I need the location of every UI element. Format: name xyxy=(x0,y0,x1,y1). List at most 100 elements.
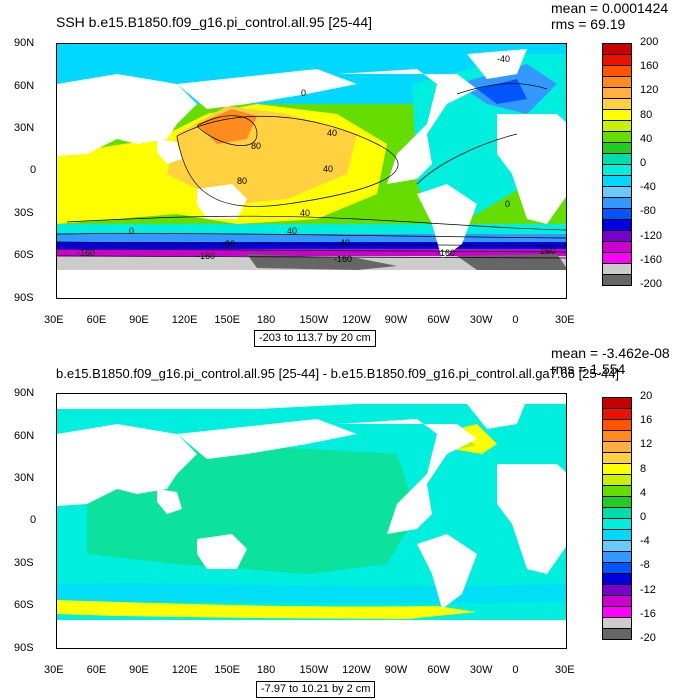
colorbar-label: -8 xyxy=(640,559,650,572)
lat-label: 60S xyxy=(14,249,34,261)
lat-label: 30S xyxy=(14,207,34,219)
lon-label: 180 xyxy=(256,314,276,326)
diff-positive-band xyxy=(57,600,477,619)
lon-label: 150E xyxy=(214,664,241,676)
colorbar-label: -16 xyxy=(640,607,656,620)
contour-label: 40 xyxy=(300,208,310,218)
labrador-low xyxy=(477,79,527,104)
contour-line xyxy=(176,116,399,207)
colorbar-label: -20 xyxy=(640,632,656,644)
panel2-map xyxy=(56,393,567,649)
so-band-1 xyxy=(57,224,566,234)
antarctic-low xyxy=(247,254,397,270)
lon-label: 60E xyxy=(86,314,107,326)
lon-label: 120E xyxy=(171,664,198,676)
diff-field xyxy=(57,583,566,604)
contour-label: 0 xyxy=(129,226,134,236)
land-north-america xyxy=(337,419,477,534)
colorbar-label: 200 xyxy=(640,36,659,48)
contour-label: -160 xyxy=(437,248,455,258)
lon-label: 60W xyxy=(427,664,450,676)
lat-label: 30S xyxy=(14,557,34,569)
panel2-colorbar xyxy=(602,397,632,640)
panel1-title: SSH b.e15.B1850.f09_g16.pi_control.all.9… xyxy=(56,14,373,30)
contour-label: 0 xyxy=(301,88,306,98)
colorbar-cell xyxy=(602,274,632,286)
panel1-mean: mean = 0.0001424 xyxy=(551,0,669,16)
contour-label: -160 xyxy=(537,246,555,256)
land-siberia xyxy=(177,419,357,459)
arctic xyxy=(57,394,566,409)
panel2-mean: mean = -3.462e-08 xyxy=(551,345,670,361)
land-asia-west xyxy=(57,74,197,156)
lon-label: 60E xyxy=(86,664,107,676)
lat-label: 60N xyxy=(14,430,35,442)
lon-label: 90E xyxy=(129,664,149,676)
so-band-2 xyxy=(57,234,566,242)
lon-label: 180 xyxy=(256,664,276,676)
lat-label: 0 xyxy=(30,514,37,526)
land-greenland xyxy=(467,399,527,429)
panel1-colorbar xyxy=(602,43,632,286)
colorbar-label: 16 xyxy=(640,414,653,427)
contour-label: 80 xyxy=(237,176,247,186)
land-australia xyxy=(197,534,247,569)
lon-label: 30E xyxy=(555,664,575,676)
so-band-4 xyxy=(57,249,566,256)
colorbar-label: 40 xyxy=(640,132,653,145)
contour-label: -160 xyxy=(334,254,352,264)
colorbar-label: -4 xyxy=(640,535,650,548)
colorbar-cell xyxy=(602,628,632,640)
lon-label: 120E xyxy=(171,314,198,326)
colorbar-label: 160 xyxy=(640,60,659,73)
lon-label: 120W xyxy=(342,664,371,676)
colorbar-label: 4 xyxy=(640,486,647,499)
colorbar-label: 20 xyxy=(640,390,653,402)
contour-label: 0 xyxy=(505,199,510,209)
colorbar-label: -40 xyxy=(640,181,656,194)
panel2-map-svg xyxy=(57,394,566,648)
land-siberia xyxy=(177,69,357,109)
lon-label: 0 xyxy=(512,664,519,676)
contour-label: -160 xyxy=(77,248,95,258)
contour-line xyxy=(456,83,548,95)
colorbar-label: 8 xyxy=(640,462,647,475)
lon-label: 30E xyxy=(555,314,575,326)
colorbar-label: -120 xyxy=(640,229,663,242)
colorbar-label: -200 xyxy=(640,278,663,290)
lon-label: 30E xyxy=(44,314,64,326)
lat-label: 30N xyxy=(14,472,35,484)
so-band-3 xyxy=(57,242,566,249)
contour-label: 40 xyxy=(323,164,333,174)
contour-line xyxy=(196,115,258,146)
contour-label: 40 xyxy=(327,128,337,138)
colorbar-label: 120 xyxy=(640,84,659,97)
colorbar-label: 0 xyxy=(640,511,647,523)
lon-label: 90W xyxy=(384,664,408,676)
lon-label: 150W xyxy=(299,664,329,676)
lon-label: 60W xyxy=(427,314,450,326)
lat-label: 30N xyxy=(14,122,35,134)
lon-label: 150E xyxy=(214,314,241,326)
lat-label: 90N xyxy=(14,37,35,49)
kuroshio-high xyxy=(197,109,257,144)
lat-label: 90N xyxy=(14,387,35,399)
contour-label: 40 xyxy=(287,226,297,236)
land-africa xyxy=(497,114,566,224)
land-india xyxy=(157,139,182,164)
contour-label: 80 xyxy=(251,141,261,151)
panel1-map: 0 80 40 80 0 40 40 0 40 -160 -160 -80 -4… xyxy=(56,43,567,299)
contour-label: -40 xyxy=(337,238,350,248)
lat-label: 60S xyxy=(14,599,34,611)
contour-line xyxy=(416,133,518,185)
panel2-title: b.e15.B1850.f09_g16.pi_control.all.95 [2… xyxy=(56,366,620,381)
colorbar-label: 80 xyxy=(640,108,653,121)
land-south-america xyxy=(417,534,477,609)
panel2-rms: rms = 1.554 xyxy=(551,361,626,377)
land-north-america xyxy=(337,69,477,184)
colorbar-label: -160 xyxy=(640,253,663,266)
contour-line xyxy=(57,233,566,239)
land-asia-west xyxy=(57,424,197,506)
contour-line xyxy=(57,255,566,259)
colorbar-label: 12 xyxy=(640,438,653,451)
